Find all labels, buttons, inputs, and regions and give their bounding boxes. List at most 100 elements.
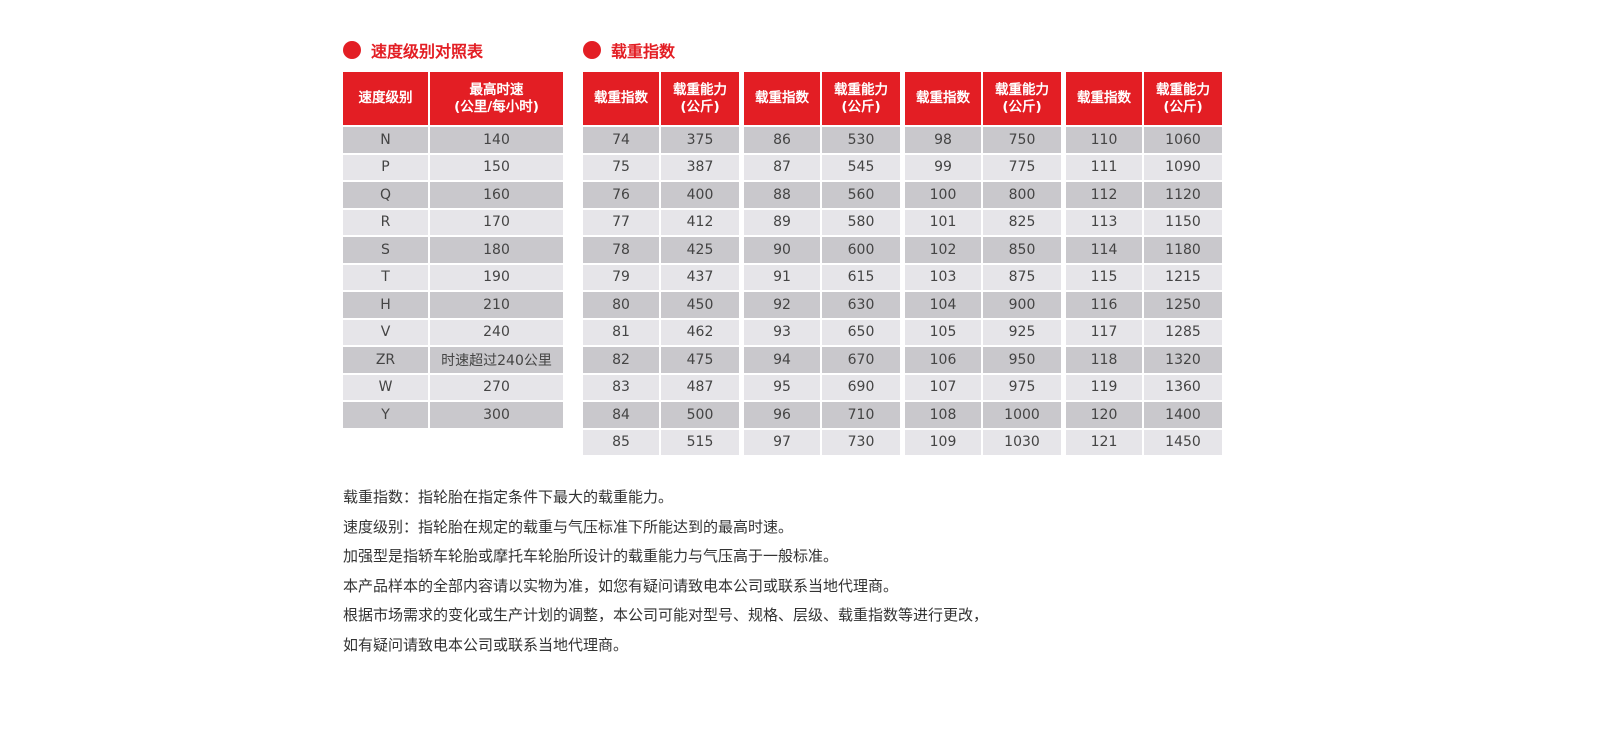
table-cell: 950 — [983, 347, 1061, 373]
note-line: 如有疑问请致电本公司或联系当地代理商。 — [343, 635, 629, 654]
table-cell: H — [343, 292, 428, 318]
table-cell: 1400 — [1144, 402, 1222, 428]
table-cell: 98 — [905, 127, 981, 153]
speed-title-text: 速度级别对照表 — [371, 42, 484, 61]
table-cell: 1215 — [1144, 264, 1222, 290]
table-cell: 425 — [661, 237, 739, 263]
table-row: Y 300 — [343, 402, 563, 428]
table-cell: 150 — [430, 154, 563, 180]
table-cell: 475 — [661, 347, 739, 373]
speed-section-title: 速度级别对照表 — [343, 38, 483, 62]
table-cell: 1060 — [1144, 127, 1222, 153]
load-index-table: 载重指数 载重能力 (公斤) 74 375 75 387 76 400 77 412 78 425 79 4… — [581, 70, 741, 457]
table-cell: 103 — [905, 264, 981, 290]
table-cell: 580 — [822, 209, 900, 235]
table-cell: 160 — [430, 182, 563, 208]
table-cell: 105 — [905, 319, 981, 345]
table-cell: 690 — [822, 374, 900, 400]
table-cell: 107 — [905, 374, 981, 400]
note-line: 根据市场需求的变化或生产计划的调整，本公司可能对型号、规格、层级、载重指数等进行… — [343, 606, 989, 625]
note-line: 本产品样本的全部内容请以实物为准，如您有疑问请致电本公司或联系当地代理商。 — [343, 576, 899, 595]
table-cell: 116 — [1066, 292, 1142, 318]
table-cell: 96 — [744, 402, 820, 428]
table-cell: P — [343, 154, 428, 180]
table-cell: 74 — [583, 127, 659, 153]
table-cell: 121 — [1066, 429, 1142, 455]
table-row: 94 670 — [744, 347, 900, 373]
load-index-table: 载重指数 载重能力 (公斤) 98 750 99 775 100 800 101 825 102 850… — [903, 70, 1063, 457]
load-section-title: 载重指数 — [583, 38, 675, 62]
table-cell: 97 — [744, 429, 820, 455]
table-cell: 1360 — [1144, 374, 1222, 400]
table-cell: 875 — [983, 264, 1061, 290]
table-row: 121 1450 — [1066, 429, 1222, 455]
table-cell: 437 — [661, 264, 739, 290]
table-cell: 91 — [744, 264, 820, 290]
header-speed-class: 速度级别 — [343, 72, 428, 125]
table-cell: 730 — [822, 429, 900, 455]
table-cell: 710 — [822, 402, 900, 428]
table-cell: ZR — [343, 347, 428, 373]
table-row: 99 775 — [905, 154, 1061, 180]
table-row: 102 850 — [905, 237, 1061, 263]
bullet-dot-icon — [343, 41, 361, 59]
table-cell: 117 — [1066, 319, 1142, 345]
note-line: 载重指数：指轮胎在指定条件下最大的载重能力。 — [343, 488, 674, 506]
table-cell: 109 — [905, 429, 981, 455]
table-cell: 90 — [744, 237, 820, 263]
table-row: 76 400 — [583, 182, 739, 208]
table-row: 106 950 — [905, 347, 1061, 373]
table-cell: 120 — [1066, 402, 1142, 428]
table-cell: 450 — [661, 292, 739, 318]
table-cell: 89 — [744, 209, 820, 235]
table-row: 101 825 — [905, 209, 1061, 235]
table-cell: 1180 — [1144, 237, 1222, 263]
table-row: 84 500 — [583, 402, 739, 428]
table-row: 80 450 — [583, 292, 739, 318]
table-row: 86 530 — [744, 127, 900, 153]
header-max-speed: 最高时速 (公里/每小时) — [430, 72, 563, 125]
table-cell: 1090 — [1144, 154, 1222, 180]
table-cell: 119 — [1066, 374, 1142, 400]
table-row: P 150 — [343, 154, 563, 180]
table-cell: 270 — [430, 374, 563, 400]
table-row: 75 387 — [583, 154, 739, 180]
table-cell: 100 — [905, 182, 981, 208]
header-load-index: 载重指数 — [905, 72, 981, 125]
table-row: 85 515 — [583, 429, 739, 455]
table-cell: 800 — [983, 182, 1061, 208]
table-cell: 1250 — [1144, 292, 1222, 318]
table-row: 104 900 — [905, 292, 1061, 318]
table-row: T 190 — [343, 264, 563, 290]
table-cell: T — [343, 264, 428, 290]
table-row: 114 1180 — [1066, 237, 1222, 263]
table-cell: 101 — [905, 209, 981, 235]
table-cell: 500 — [661, 402, 739, 428]
table-cell: 400 — [661, 182, 739, 208]
table-cell: 108 — [905, 402, 981, 428]
table-row: 87 545 — [744, 154, 900, 180]
table-row: Q 160 — [343, 182, 563, 208]
table-cell: 140 — [430, 127, 563, 153]
table-cell: 630 — [822, 292, 900, 318]
table-row: 116 1250 — [1066, 292, 1222, 318]
load-index-table: 载重指数 载重能力 (公斤) 86 530 87 545 88 560 89 580 90 600 91 6… — [742, 70, 902, 457]
table-row: 112 1120 — [1066, 182, 1222, 208]
table-cell: 112 — [1066, 182, 1142, 208]
table-row: 77 412 — [583, 209, 739, 235]
table-row: H 210 — [343, 292, 563, 318]
table-cell: S — [343, 237, 428, 263]
table-cell: 94 — [744, 347, 820, 373]
table-cell: 102 — [905, 237, 981, 263]
table-cell: 82 — [583, 347, 659, 373]
table-cell: 99 — [905, 154, 981, 180]
header-load-capacity: 载重能力 (公斤) — [661, 72, 739, 125]
table-row: 109 1030 — [905, 429, 1061, 455]
table-cell: 387 — [661, 154, 739, 180]
table-row: 92 630 — [744, 292, 900, 318]
table-cell: 412 — [661, 209, 739, 235]
table-cell: 113 — [1066, 209, 1142, 235]
table-row: 120 1400 — [1066, 402, 1222, 428]
table-row: 83 487 — [583, 374, 739, 400]
table-row: 110 1060 — [1066, 127, 1222, 153]
